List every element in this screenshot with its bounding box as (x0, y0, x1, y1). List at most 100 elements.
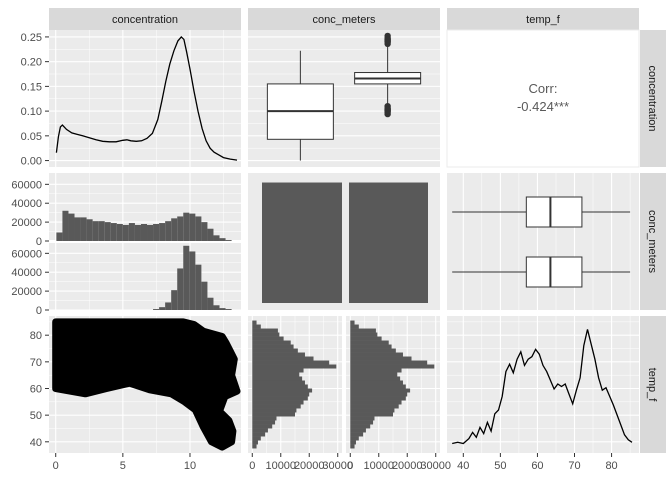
histogram-bar (252, 332, 280, 337)
histogram-bar (252, 344, 294, 349)
histogram-bar (252, 320, 257, 325)
histogram-bar (350, 356, 412, 361)
histogram-bar (252, 328, 278, 333)
histogram-bar (252, 368, 304, 373)
histogram-bar (189, 213, 196, 241)
histogram-bar (213, 235, 220, 241)
histogram-bar (252, 360, 330, 365)
x-tick-label: 20000 (294, 460, 325, 472)
histogram-bar (98, 221, 105, 241)
histogram-bar (153, 309, 160, 310)
x-tick-label: 10000 (265, 460, 296, 472)
y-tick-label: 0.25 (21, 32, 42, 44)
y-tick-label: 40 (30, 437, 42, 449)
x-tick-label: 10000 (363, 460, 394, 472)
x-tick-label: 40 (457, 460, 469, 472)
histogram-bar (252, 380, 305, 385)
histogram-bar (350, 444, 355, 449)
histogram-bar (350, 404, 399, 409)
histogram-bar (350, 420, 374, 425)
panel-bg-r3c3 (447, 316, 639, 453)
histogram-bar (350, 392, 408, 397)
histogram-bar (350, 412, 393, 417)
histogram-bar (252, 396, 308, 401)
histogram-bar (350, 340, 389, 345)
y-tick-label: 60 (30, 383, 42, 395)
histogram-bar (219, 308, 226, 310)
histogram-bar (252, 392, 310, 397)
histogram-bar (183, 212, 190, 241)
histogram-bar (74, 217, 81, 241)
box-outlier-band (384, 35, 391, 45)
y-tick-label: 0.15 (21, 81, 42, 93)
histogram-bar (225, 240, 232, 241)
histogram-bar (350, 432, 364, 437)
histogram-bar (350, 384, 406, 389)
histogram-bar (201, 281, 208, 310)
histogram-bar (252, 440, 258, 445)
y-tick-label: 50 (30, 410, 42, 422)
histogram-bar (252, 384, 308, 389)
histogram-bar (147, 224, 154, 241)
strip-right-1 (640, 30, 666, 167)
concentration-density-line (55, 35, 238, 161)
histogram-bar (350, 320, 355, 325)
y-tick-label: 20000 (11, 286, 42, 298)
histogram-bar (350, 348, 396, 353)
y-tick-label: 0.20 (21, 57, 42, 69)
strip-top-2 (248, 8, 440, 30)
x-tick-label: 0 (249, 460, 255, 472)
histogram-bar (213, 305, 220, 310)
histogram-bar (110, 223, 117, 241)
histogram-bar (350, 324, 359, 329)
histogram-bar (350, 396, 406, 401)
histogram-bar (252, 348, 298, 353)
strip-top-1 (49, 8, 241, 30)
histogram-bar (252, 412, 295, 417)
histogram-bar (86, 219, 93, 241)
y-tick-label: 40000 (11, 198, 42, 210)
histogram-bar (350, 416, 375, 421)
histogram-bar (252, 436, 261, 441)
histogram-bar (159, 307, 166, 310)
histogram-bar (195, 264, 202, 310)
scatter-points (52, 318, 241, 451)
histogram-bar (350, 336, 382, 341)
histogram-bar (189, 251, 196, 310)
histogram-bar (171, 218, 178, 241)
histogram-bar (159, 223, 166, 241)
y-tick-label: 80 (30, 330, 42, 342)
x-tick-label: 5 (120, 460, 126, 472)
strip-label-temp-f-right: temp_f (646, 368, 658, 403)
histogram-bar (165, 221, 172, 241)
histogram-bar (350, 440, 356, 445)
panel-bg-r2c3 (447, 173, 639, 310)
histogram-bar (350, 364, 435, 369)
x-tick-label: 70 (568, 460, 580, 472)
histogram-bar (252, 356, 314, 361)
histogram-bar (252, 352, 305, 357)
strip-label-concentration-right: concentration (646, 65, 658, 131)
y-tick-label: 0.00 (21, 156, 42, 168)
histogram-bar (252, 388, 313, 393)
histogram-bar (252, 372, 300, 377)
conc-meters-bar (262, 182, 342, 303)
strip-label-conc-meters-top: conc_meters (313, 14, 376, 26)
histogram-bar (92, 221, 99, 241)
histogram-bar (350, 328, 376, 333)
panel-bg-r1c3 (446, 29, 640, 168)
histogram-bar (252, 400, 304, 405)
strip-top-3 (447, 8, 639, 30)
x-tick-label: 30000 (420, 460, 451, 472)
histogram-bar (252, 340, 291, 345)
histogram-bar (252, 324, 261, 329)
histogram-bar (134, 224, 141, 241)
histogram-bar (350, 344, 392, 349)
histogram-bar (165, 302, 172, 310)
x-tick-label: 60 (531, 460, 543, 472)
strip-right-2 (640, 173, 666, 310)
y-tick-label: 70 (30, 357, 42, 369)
y-tick-label: 0.10 (21, 106, 42, 118)
histogram-bar (225, 309, 232, 310)
y-tick-label: 0 (36, 305, 42, 317)
